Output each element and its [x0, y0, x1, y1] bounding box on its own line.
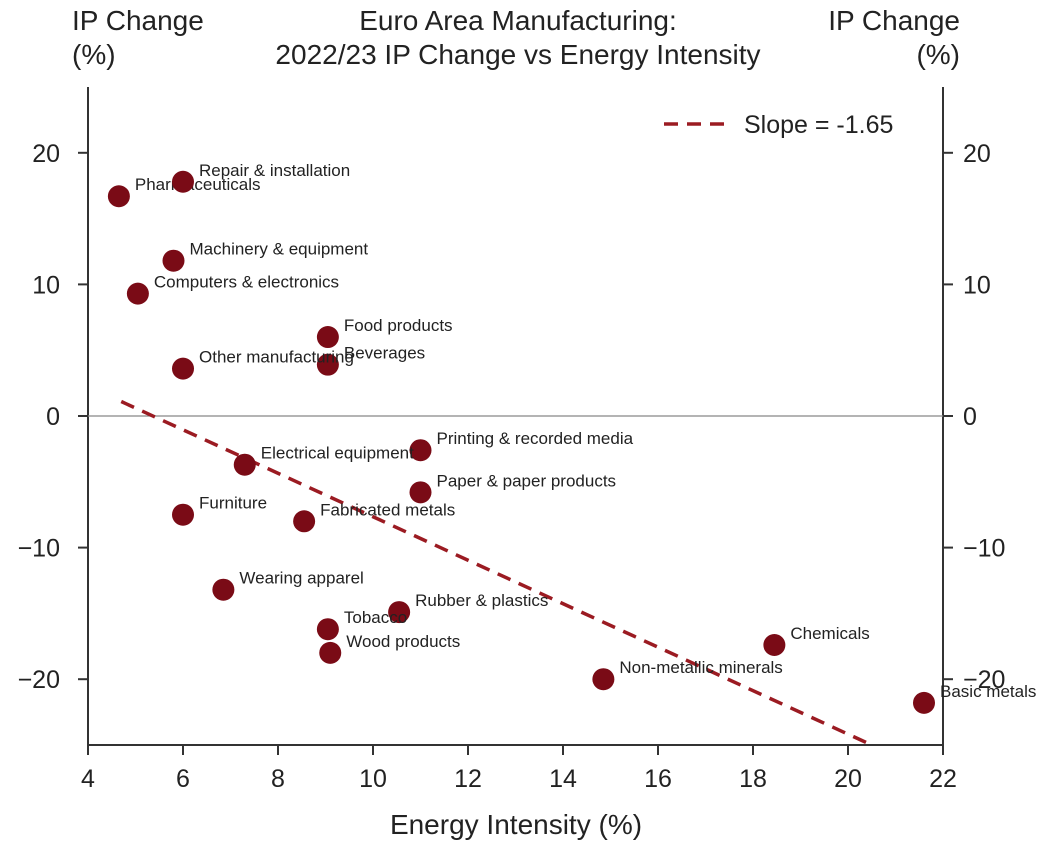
y-tick-label-right: 20 — [963, 140, 991, 168]
trendline — [120, 399, 873, 747]
y-axis-right-label-line-2: (%) — [916, 39, 960, 70]
x-tick-label: 14 — [549, 765, 577, 793]
data-point-label: Non-metallic minerals — [619, 658, 782, 677]
data-point-label: Wood products — [346, 632, 460, 651]
data-point — [316, 618, 339, 641]
data-point — [172, 503, 194, 526]
x-tick-label: 16 — [644, 765, 672, 793]
data-point — [172, 357, 194, 380]
legend: Slope = -1.65 — [664, 111, 893, 139]
y-axis-left-label-line-2: (%) — [72, 39, 116, 70]
data-point-label: Chemicals — [790, 624, 869, 643]
x-tick-label: 10 — [359, 765, 387, 793]
y-axis-right-label-line-1: IP Change — [828, 5, 960, 36]
y-tick-label-right: 0 — [963, 403, 977, 431]
data-point-label: Other manufacturing — [199, 348, 354, 367]
data-point — [233, 453, 256, 476]
x-tick-label: 12 — [454, 765, 482, 793]
chart-title-line-2: 2022/23 IP Change vs Energy Intensity — [275, 39, 760, 70]
data-point-label: Printing & recorded media — [437, 429, 634, 448]
data-point-label: Electrical equipment — [261, 444, 414, 463]
x-tick-label: 6 — [176, 765, 190, 793]
y-tick-label-left: 10 — [32, 271, 60, 299]
data-point — [293, 510, 316, 533]
x-tick-label: 4 — [81, 765, 95, 793]
y-tick-label-left: 0 — [46, 403, 60, 431]
y-tick-label-left: 20 — [32, 140, 60, 168]
y-tick-label-right: −20 — [963, 666, 1005, 694]
data-point — [388, 601, 411, 624]
data-point — [316, 326, 339, 349]
legend-trendline-label: Slope = -1.65 — [744, 111, 893, 139]
data-point-label: Food products — [344, 316, 453, 335]
ticks-layer: 4 6 8 10 12 14 16 18 20 22 20 20 10 10 0 0 −10 −10 −20 −20 — [18, 140, 1006, 793]
data-point-label: Furniture — [199, 494, 267, 513]
chart-title-line-1: Euro Area Manufacturing: — [359, 5, 677, 36]
data-point — [409, 481, 432, 504]
data-point — [592, 668, 615, 691]
data-point — [212, 578, 235, 601]
data-point-label: Fabricated metals — [320, 500, 455, 519]
y-tick-label-right: −10 — [963, 535, 1005, 563]
x-tick-label: 8 — [271, 765, 285, 793]
data-point — [126, 282, 149, 305]
y-tick-label-left: −10 — [18, 535, 60, 563]
x-tick-label: 18 — [739, 765, 767, 793]
data-point — [763, 633, 786, 656]
x-tick-label: 20 — [834, 765, 862, 793]
data-point-label: Wearing apparel — [239, 569, 363, 588]
y-tick-label-left: −20 — [18, 666, 60, 694]
data-point-label: Rubber & plastics — [415, 591, 548, 610]
y-axis-left-label-line-1: IP Change — [72, 5, 204, 36]
data-point — [319, 641, 342, 664]
data-point — [316, 353, 339, 376]
x-axis-label: Energy Intensity (%) — [390, 809, 642, 840]
x-tick-label: 22 — [929, 765, 957, 793]
data-point-label: Pharmaceuticals — [135, 175, 261, 194]
data-point — [162, 249, 185, 272]
data-point — [409, 439, 432, 462]
data-point-label: Beverages — [344, 344, 425, 363]
data-point-label: Repair & installation — [199, 161, 350, 180]
data-point-label: Tobacco — [344, 608, 407, 627]
data-point-label: Basic metals — [940, 682, 1036, 701]
data-point — [107, 185, 130, 208]
data-point-label: Computers & electronics — [154, 273, 339, 292]
data-point-label: Machinery & equipment — [190, 240, 369, 259]
data-point — [913, 691, 935, 714]
y-tick-label-right: 10 — [963, 271, 991, 299]
data-point-label: Paper & paper products — [437, 471, 617, 490]
data-point — [172, 170, 194, 193]
